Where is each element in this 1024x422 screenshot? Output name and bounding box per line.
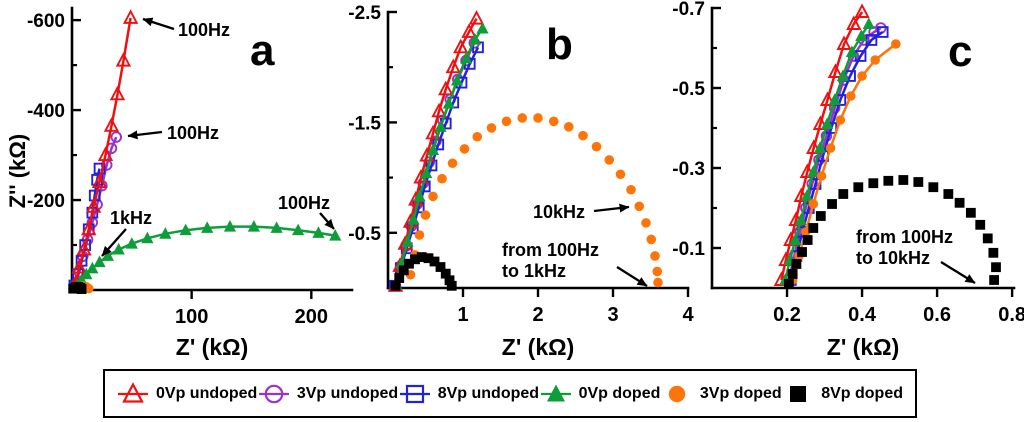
legend-marker-square-filled-icon — [790, 385, 807, 402]
y-tick-label: -0.5 — [672, 79, 705, 100]
legend-item-3vp-undoped: 3Vp undoped — [258, 381, 398, 407]
legend-marker-triangle-filled-icon — [540, 384, 571, 401]
legend-marker-circle-filled-icon — [668, 385, 686, 402]
y-tick-label: -0.7 — [672, 0, 705, 20]
series-0vp-doped — [779, 17, 875, 285]
svg-text:100Hz: 100Hz — [167, 123, 219, 143]
x-tick-label: 2 — [532, 304, 543, 326]
nyquist-plots-svg: 100 200 -200 -400 -600 100Hz 100Hz 1kHz 100Hz 1 2 3… — [27, 0, 1024, 328]
svg-text:10kHz: 10kHz — [533, 202, 585, 222]
x-axis-title-a: Z' (kΩ) — [175, 334, 249, 360]
annotation: 10kHz — [533, 202, 630, 222]
legend-marker-triangle-open-icon — [118, 381, 148, 403]
panel-label-b: b — [546, 20, 573, 69]
y-tick-label: -0.3 — [672, 159, 705, 180]
panel-a-plot: 100 200 -200 -400 -600 100Hz 100Hz 1kHz 100Hz — [27, 6, 354, 328]
annotation: 100Hz — [142, 17, 230, 40]
legend-marker-square-open-icon — [399, 384, 430, 403]
x-tick-label: 0.2 — [773, 304, 801, 326]
x-tick-label: 0.8 — [998, 304, 1024, 326]
y-tick-label: -0.1 — [672, 239, 705, 260]
x-axis-title-c: Z' (kΩ) — [826, 334, 900, 360]
legend-label: 0Vp undoped — [156, 384, 258, 402]
series-8vp-doped — [390, 252, 457, 291]
series-0vp-doped — [70, 219, 342, 291]
panel-label-c: c — [948, 27, 973, 76]
series-8vp-doped — [68, 281, 87, 295]
x-tick-label: 3 — [607, 304, 618, 326]
legend-label: 8Vp undoped — [437, 384, 540, 402]
y-tick-label: -200 — [27, 191, 65, 212]
legend-label: 3Vp undoped — [296, 384, 399, 402]
legend-label: 8Vp doped — [821, 384, 903, 402]
legend-label: 0Vp doped — [578, 384, 661, 402]
y-tick-label: -2.5 — [348, 3, 381, 24]
legend-item-8vp-doped: 8Vp doped — [782, 381, 903, 407]
panel-c-plot: 0.2 0.4 0.6 0.8 -0.1 -0.3 -0.5 -0.7 from 100Hzto… — [672, 0, 1024, 326]
y-tick-label: -0.5 — [348, 224, 381, 245]
legend-item-0vp-undoped: 0Vp undoped — [117, 381, 257, 407]
y-tick-label: -400 — [27, 101, 65, 122]
legend-box: 0Vp undoped 3Vp undoped 8Vp undoped 0Vp … — [103, 369, 917, 418]
panel-label-a: a — [250, 26, 275, 75]
legend-label: 3Vp doped — [699, 384, 782, 402]
x-axis-title-b: Z' (kΩ) — [501, 334, 575, 360]
svg-text:100Hz: 100Hz — [278, 193, 330, 213]
x-tick-label: 4 — [682, 304, 694, 326]
legend-item-0vp-doped: 0Vp doped — [540, 381, 661, 407]
svg-text:from 100Hz: from 100Hz — [502, 240, 599, 260]
x-tick-label: 0.6 — [923, 304, 951, 326]
series-0vp-doped — [390, 21, 489, 290]
legend-item-8vp-undoped: 8Vp undoped — [399, 381, 539, 407]
annotation: 1kHz — [101, 208, 152, 257]
x-tick-label: 200 — [295, 306, 328, 328]
y-tick-label: -600 — [27, 11, 65, 32]
svg-text:1kHz: 1kHz — [110, 208, 152, 228]
y-tick-label: -1.5 — [348, 113, 381, 134]
x-tick-label: 1 — [457, 304, 468, 326]
legend-item-3vp-doped: 3Vp doped — [661, 381, 782, 407]
annotation: 100Hz — [278, 193, 335, 230]
svg-text:from 100Hz: from 100Hz — [856, 227, 953, 247]
y-axis-title: Z'' (kΩ) — [5, 133, 30, 209]
x-tick-label: 100 — [175, 306, 208, 328]
svg-text:to 1kHz: to 1kHz — [502, 261, 566, 281]
svg-text:to 10kHz: to 10kHz — [856, 248, 930, 268]
series-8vp-doped — [784, 175, 1001, 289]
annotation: 100Hz — [127, 123, 219, 143]
legend-marker-circle-open-icon — [258, 384, 289, 403]
x-tick-label: 0.4 — [848, 304, 877, 326]
svg-text:100Hz: 100Hz — [178, 20, 230, 40]
